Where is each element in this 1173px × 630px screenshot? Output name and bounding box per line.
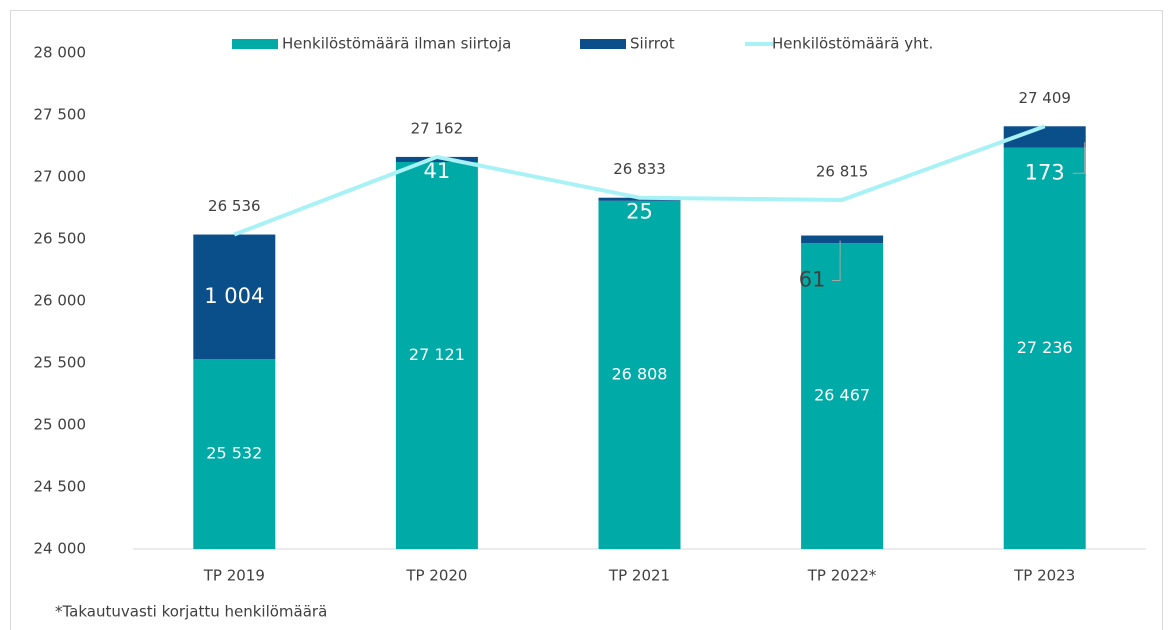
data-label: 27 409 xyxy=(1018,89,1071,107)
bar-segment xyxy=(193,234,276,360)
x-tick-label: TP 2019 xyxy=(203,567,265,585)
legend-swatch xyxy=(232,39,278,49)
data-label: 25 xyxy=(626,200,653,224)
data-label: 27 236 xyxy=(1017,338,1073,357)
data-label: 27 162 xyxy=(411,119,464,137)
y-tick-label: 25 500 xyxy=(34,354,87,372)
data-label: 26 808 xyxy=(612,364,668,383)
bar-segment xyxy=(1003,147,1086,549)
y-tick-label: 27 000 xyxy=(34,168,87,186)
bar-segment xyxy=(395,161,478,549)
data-label: 1 004 xyxy=(204,284,264,308)
data-label: 173 xyxy=(1025,160,1065,184)
data-label: 25 532 xyxy=(206,444,262,463)
data-label: 41 xyxy=(424,159,451,183)
data-label: 26 536 xyxy=(208,197,261,215)
data-label: 26 467 xyxy=(814,386,870,405)
legend-swatch xyxy=(580,39,626,49)
bar-segment xyxy=(395,156,478,162)
bar-segment xyxy=(193,359,276,549)
x-tick-label: TP 2023 xyxy=(1013,567,1075,585)
bar-segment xyxy=(801,235,884,244)
leader-line xyxy=(1072,142,1086,174)
data-label: 26 815 xyxy=(816,162,869,180)
chart-frame xyxy=(10,10,1163,630)
x-tick-label: TP 2022* xyxy=(807,567,877,585)
legend-label: Henkilöstömäärä yht. xyxy=(772,35,933,53)
y-tick-label: 27 500 xyxy=(34,106,87,124)
leader-line xyxy=(832,240,841,282)
y-tick-label: 24 000 xyxy=(34,540,87,558)
x-tick-label: TP 2021 xyxy=(608,567,670,585)
line-series xyxy=(233,124,1046,237)
y-tick-label: 24 500 xyxy=(34,478,87,496)
y-tick-label: 26 500 xyxy=(34,230,87,248)
legend-label: Siirrot xyxy=(630,35,675,53)
y-tick-label: 28 000 xyxy=(34,44,87,62)
legend-label: Henkilöstömäärä ilman siirtoja xyxy=(282,35,511,53)
data-label: 27 121 xyxy=(409,345,465,364)
data-label: 61 xyxy=(799,268,826,292)
x-tick-label: TP 2020 xyxy=(405,567,467,585)
bar-segment xyxy=(598,200,681,550)
data-label: 26 833 xyxy=(613,160,666,178)
y-tick-label: 25 000 xyxy=(34,416,87,434)
footnote: *Takautuvasti korjattu henkilömäärä xyxy=(55,603,327,621)
y-tick-label: 26 000 xyxy=(34,292,87,310)
bar-segment xyxy=(801,243,884,550)
